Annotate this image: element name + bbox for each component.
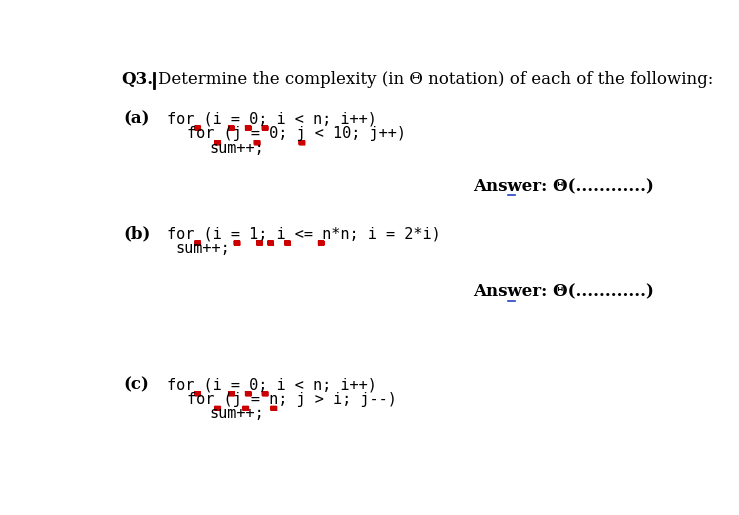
Text: sum++;: sum++; bbox=[175, 242, 230, 256]
Text: Answer: Θ(............): Answer: Θ(............) bbox=[473, 178, 654, 195]
Text: for (j = 0; j < 10; j++): for (j = 0; j < 10; j++) bbox=[187, 127, 406, 142]
Text: Answer: Θ(............): Answer: Θ(............) bbox=[473, 283, 654, 300]
Text: for (i = 1; i <= n*n; i = 2*i): for (i = 1; i <= n*n; i = 2*i) bbox=[167, 227, 440, 242]
Text: (a): (a) bbox=[124, 111, 150, 128]
Text: for (i = 0; i < n; i++): for (i = 0; i < n; i++) bbox=[167, 112, 377, 127]
Text: sum++;: sum++; bbox=[210, 406, 265, 421]
Text: Determine the complexity (in Θ notation) of each of the following:: Determine the complexity (in Θ notation)… bbox=[158, 71, 714, 88]
Text: for (i = 0; i < n; i++): for (i = 0; i < n; i++) bbox=[167, 377, 377, 392]
Text: (b): (b) bbox=[124, 226, 151, 243]
Text: (c): (c) bbox=[124, 376, 150, 393]
Text: for (j = n; j > i; j--): for (j = n; j > i; j--) bbox=[187, 392, 397, 407]
Text: sum++;: sum++; bbox=[210, 141, 265, 156]
Text: Q3.: Q3. bbox=[121, 71, 153, 88]
